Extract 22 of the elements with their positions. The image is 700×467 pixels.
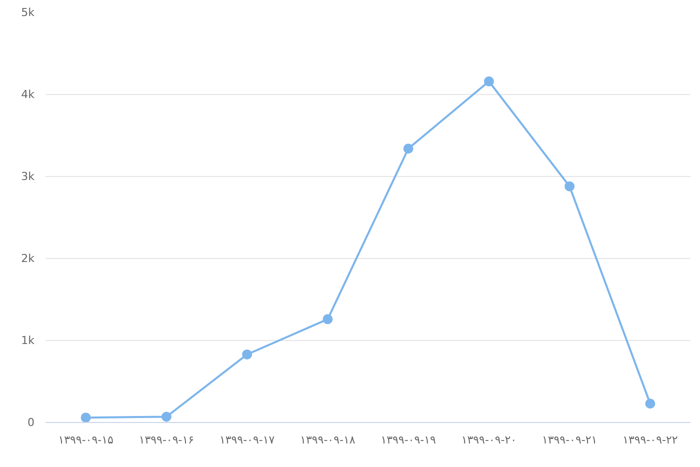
point	[322, 314, 333, 324]
x-tick-label: ۱۳۹۹-۰۹-۱۸	[300, 434, 356, 446]
y-tick-label: 0	[28, 416, 34, 429]
point	[403, 144, 414, 154]
y-tick-label: 3k	[21, 170, 36, 183]
point	[242, 349, 252, 360]
x-tick-label: ۱۳۹۹-۰۹-۲۰	[461, 434, 517, 446]
x-tick-label: ۱۳۹۹-۰۹-۱۵	[58, 434, 114, 446]
y-tick-label: 1k	[21, 334, 36, 347]
y-tick-label: 5k	[21, 6, 36, 19]
y-tick-label: 2k	[21, 252, 36, 265]
y-tick-label: 4k	[21, 88, 36, 101]
x-tick-label: ۱۳۹۹-۰۹-۱۷	[219, 434, 275, 446]
point	[161, 412, 172, 422]
point	[80, 412, 91, 422]
point	[484, 76, 494, 86]
x-tick-label: ۱۳۹۹-۰۹-۱۶	[138, 434, 194, 446]
point	[645, 398, 656, 409]
point	[564, 181, 575, 192]
x-tick-label: ۱۳۹۹-۰۹-۲۱	[542, 434, 598, 446]
x-tick-label: ۱۳۹۹-۰۹-۱۹	[380, 434, 436, 446]
x-tick-label: ۱۳۹۹-۰۹-۲۲	[622, 434, 678, 446]
